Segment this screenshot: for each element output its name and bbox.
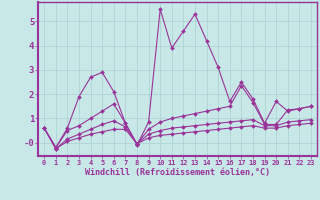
X-axis label: Windchill (Refroidissement éolien,°C): Windchill (Refroidissement éolien,°C)	[85, 168, 270, 177]
